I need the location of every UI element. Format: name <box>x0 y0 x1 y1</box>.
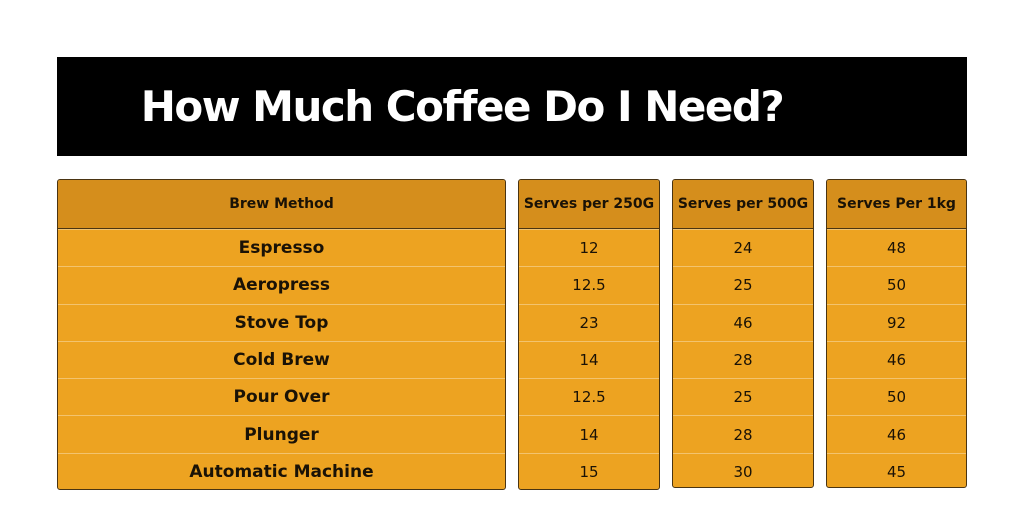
table-cell: 50 <box>827 378 966 415</box>
title-banner: How Much Coffee Do I Need? <box>57 57 967 156</box>
table-cell: Automatic Machine <box>58 452 505 489</box>
table-cell: 45 <box>827 452 966 487</box>
serves-500g-column: Serves per 500G 24 25 46 28 25 28 30 <box>672 179 814 488</box>
table-cell: Cold Brew <box>58 340 505 378</box>
table-cell: 14 <box>519 340 659 378</box>
table-cell: Plunger <box>58 415 505 452</box>
serves-1kg-column: Serves Per 1kg 48 50 92 46 50 46 45 <box>826 179 967 488</box>
table-cell: 46 <box>827 340 966 378</box>
table-cell: Stove Top <box>58 303 505 341</box>
table-cell: 24 <box>673 229 813 266</box>
table-cell: Aeropress <box>58 266 505 303</box>
table-cell: Pour Over <box>58 378 505 415</box>
brew-method-column: Brew Method Espresso Aeropress Stove Top… <box>57 179 506 490</box>
table-cell: 92 <box>827 303 966 341</box>
column-header: Serves Per 1kg <box>827 180 966 229</box>
column-header: Serves per 500G <box>673 180 813 229</box>
table-cell: 46 <box>673 303 813 341</box>
table-cell: 30 <box>673 452 813 487</box>
serves-250g-column: Serves per 250G 12 12.5 23 14 12.5 14 15 <box>518 179 660 490</box>
table-cell: 12 <box>519 229 659 266</box>
table-cell: 46 <box>827 415 966 452</box>
table-cell: 28 <box>673 340 813 378</box>
table-cell: 23 <box>519 303 659 341</box>
table-cell: 25 <box>673 378 813 415</box>
column-header: Serves per 250G <box>519 180 659 229</box>
table-cell: Espresso <box>58 229 505 266</box>
column-header: Brew Method <box>58 180 505 229</box>
table-cell: 28 <box>673 415 813 452</box>
table-cell: 12.5 <box>519 266 659 303</box>
table-cell: 14 <box>519 415 659 452</box>
table-cell: 15 <box>519 452 659 489</box>
table-cell: 50 <box>827 266 966 303</box>
table-cell: 25 <box>673 266 813 303</box>
page-title: How Much Coffee Do I Need? <box>140 82 785 131</box>
table-cell: 12.5 <box>519 378 659 415</box>
table-cell: 48 <box>827 229 966 266</box>
